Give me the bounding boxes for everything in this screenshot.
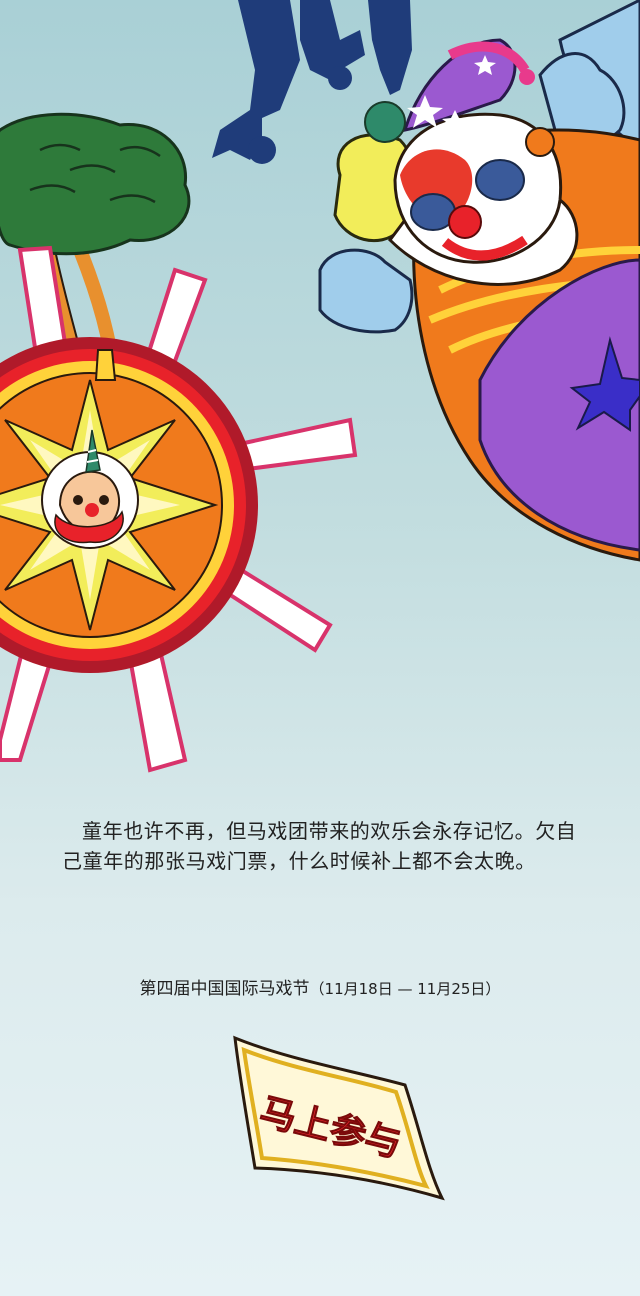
flag-banner-icon: 马上参与 [233, 1035, 445, 1201]
star-lantern-icon [0, 245, 358, 773]
event-name: 第四届中国国际马戏节 [139, 979, 310, 999]
body-paragraph-text: 童年也许不再，但马戏团带来的欢乐会永存记忆。欠自己童年的那张马戏门票，什么时候补… [62, 819, 577, 873]
event-dates: （11月18日 — 11月25日） [309, 980, 501, 998]
event-info: 第四届中国国际马戏节（11月18日 — 11月25日） [0, 974, 640, 999]
circus-illustration [0, 0, 640, 773]
acrobats-silhouette-icon [212, 0, 412, 164]
clown-icon [318, 0, 640, 562]
body-paragraph: 童年也许不再，但马戏团带来的欢乐会永存记忆。欠自己童年的那张马戏门票，什么时候补… [62, 816, 582, 876]
join-now-button[interactable]: 马上参与 [230, 1030, 450, 1205]
